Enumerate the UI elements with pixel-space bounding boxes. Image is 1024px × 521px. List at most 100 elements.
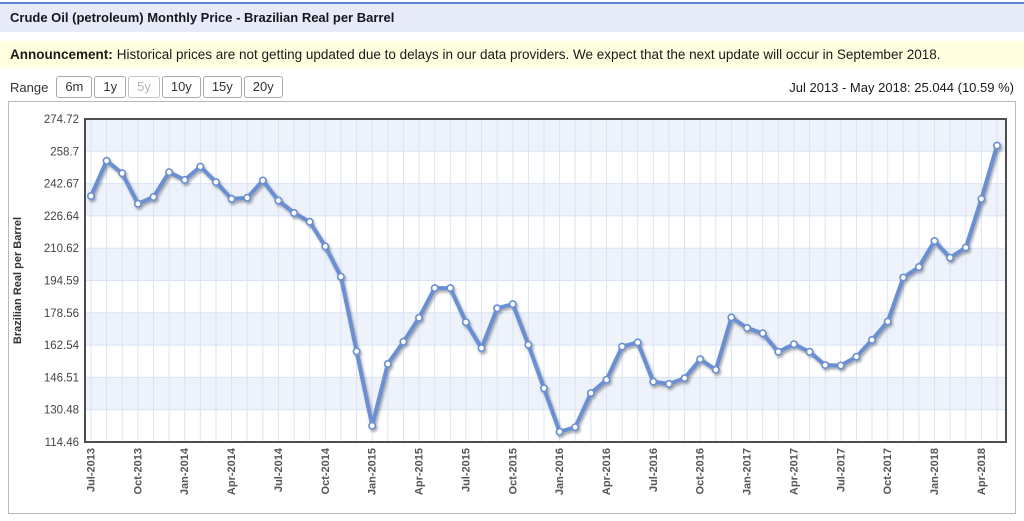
data-point-marker[interactable]	[352, 347, 361, 356]
data-point-marker[interactable]	[758, 329, 767, 338]
y-tick-label: 162.54	[44, 340, 80, 352]
data-point-marker[interactable]	[399, 337, 408, 346]
y-tick-label: 226.64	[44, 211, 80, 223]
range-button-group: 6m 1y 5y 10y 15y 20y	[56, 75, 284, 99]
announcement-label: Announcement:	[10, 47, 113, 62]
data-point-marker[interactable]	[899, 273, 908, 282]
data-point-marker[interactable]	[118, 169, 127, 178]
announcement-text: Historical prices are not getting update…	[116, 47, 941, 62]
price-chart[interactable]: 274.72 258.7 242.67 226.64 210.62 194.59 178.5…	[9, 102, 1015, 511]
x-tick-label: Apr-2014	[226, 447, 238, 495]
data-point-marker[interactable]	[383, 359, 392, 368]
data-point-marker[interactable]	[274, 196, 283, 205]
data-point-marker[interactable]	[774, 347, 783, 356]
data-point-marker[interactable]	[290, 209, 299, 218]
data-point-marker[interactable]	[633, 338, 642, 347]
data-point-marker[interactable]	[914, 263, 923, 272]
data-point-marker[interactable]	[821, 361, 830, 370]
data-point-marker[interactable]	[461, 318, 470, 327]
data-point-marker[interactable]	[430, 284, 439, 293]
data-point-marker[interactable]	[680, 374, 689, 383]
chart-container: 274.72 258.7 242.67 226.64 210.62 194.59 178.5…	[8, 101, 1016, 514]
data-point-marker[interactable]	[368, 421, 377, 430]
data-point-marker[interactable]	[258, 176, 267, 185]
date-range-summary: Jul 2013 - May 2018: 25.044 (10.59 %)	[789, 79, 1014, 95]
data-point-marker[interactable]	[664, 379, 673, 388]
data-point-marker[interactable]	[649, 377, 658, 386]
x-tick-label: Apr-2018	[976, 448, 988, 495]
data-point-marker[interactable]	[133, 199, 142, 208]
data-point-marker[interactable]	[87, 192, 96, 201]
data-point-marker[interactable]	[477, 344, 486, 353]
data-point-marker[interactable]	[165, 168, 174, 177]
x-tick-label: Apr-2016	[601, 448, 613, 495]
plot-border	[84, 118, 1007, 443]
price-series	[87, 141, 1001, 436]
data-point-marker[interactable]	[743, 324, 752, 333]
data-point-marker[interactable]	[805, 347, 814, 356]
data-point-marker[interactable]	[727, 313, 736, 322]
x-tick-label: Oct-2016	[695, 448, 707, 494]
data-point-marker[interactable]	[946, 253, 955, 262]
data-point-marker[interactable]	[446, 284, 455, 293]
range-button-20y[interactable]: 20y	[243, 75, 283, 99]
data-point-marker[interactable]	[977, 194, 986, 203]
data-point-marker[interactable]	[321, 242, 330, 251]
range-button-15y[interactable]: 15y	[202, 75, 242, 99]
data-point-marker[interactable]	[789, 340, 798, 349]
plot-band	[85, 248, 1006, 281]
x-tick-label: Jul-2015	[460, 448, 472, 492]
y-tick-label: 210.62	[44, 243, 79, 255]
y-tick-label: 242.67	[44, 179, 79, 191]
data-point-marker[interactable]	[930, 237, 939, 246]
data-point-marker[interactable]	[180, 175, 189, 184]
data-point-marker[interactable]	[227, 194, 236, 203]
data-point-marker[interactable]	[149, 193, 158, 202]
x-tick-label: Jul-2016	[648, 448, 660, 492]
data-point-marker[interactable]	[961, 243, 970, 252]
x-tick-label: Oct-2014	[320, 447, 332, 494]
y-axis-title: Brazilian Real per Barrel	[12, 217, 24, 344]
data-point-marker[interactable]	[836, 361, 845, 370]
range-button-10y[interactable]: 10y	[161, 75, 201, 99]
data-point-marker[interactable]	[992, 141, 1001, 150]
y-tick-label: 178.56	[44, 308, 79, 320]
x-tick-label: Jul-2013	[86, 448, 98, 492]
x-tick-label: Apr-2015	[414, 448, 426, 495]
data-point-marker[interactable]	[711, 365, 720, 374]
data-point-marker[interactable]	[305, 217, 314, 226]
data-point-marker[interactable]	[493, 304, 502, 313]
data-point-marker[interactable]	[696, 355, 705, 364]
y-axis-labels: 274.72 258.7 242.67 226.64 210.62 194.59 178.5…	[44, 114, 80, 449]
data-point-marker[interactable]	[539, 384, 548, 393]
data-point-marker[interactable]	[102, 156, 111, 165]
range-button-1y[interactable]: 1y	[94, 75, 127, 99]
x-tick-label: Oct-2017	[882, 448, 894, 494]
data-point-marker[interactable]	[414, 313, 423, 322]
data-point-marker[interactable]	[508, 300, 517, 309]
data-point-markers	[87, 141, 1001, 436]
y-tick-label: 130.48	[44, 405, 79, 417]
y-tick-label: 258.7	[50, 146, 79, 158]
range-label: Range	[10, 79, 49, 95]
data-point-marker[interactable]	[867, 335, 876, 344]
range-button-5y[interactable]: 5y	[128, 75, 160, 99]
x-tick-label: Jan-2016	[554, 448, 566, 495]
x-tick-label: Jan-2018	[929, 448, 941, 495]
data-point-marker[interactable]	[336, 272, 345, 281]
data-point-marker[interactable]	[852, 352, 861, 361]
data-point-marker[interactable]	[586, 389, 595, 398]
data-point-marker[interactable]	[196, 162, 205, 171]
data-point-marker[interactable]	[883, 317, 892, 326]
plot-band	[85, 312, 1006, 346]
data-point-marker[interactable]	[571, 423, 580, 432]
data-point-marker[interactable]	[602, 375, 611, 384]
data-point-marker[interactable]	[618, 342, 627, 351]
data-point-marker[interactable]	[212, 178, 221, 187]
x-axis-labels: Jul-2013 Oct-2013 Jan-2014 Apr-2014 Jul-2014…	[86, 447, 988, 495]
data-point-marker[interactable]	[555, 427, 564, 436]
data-point-marker[interactable]	[524, 340, 533, 349]
data-point-marker[interactable]	[243, 193, 252, 202]
x-tick-label: Jul-2014	[273, 447, 285, 492]
range-button-6m[interactable]: 6m	[56, 75, 93, 99]
